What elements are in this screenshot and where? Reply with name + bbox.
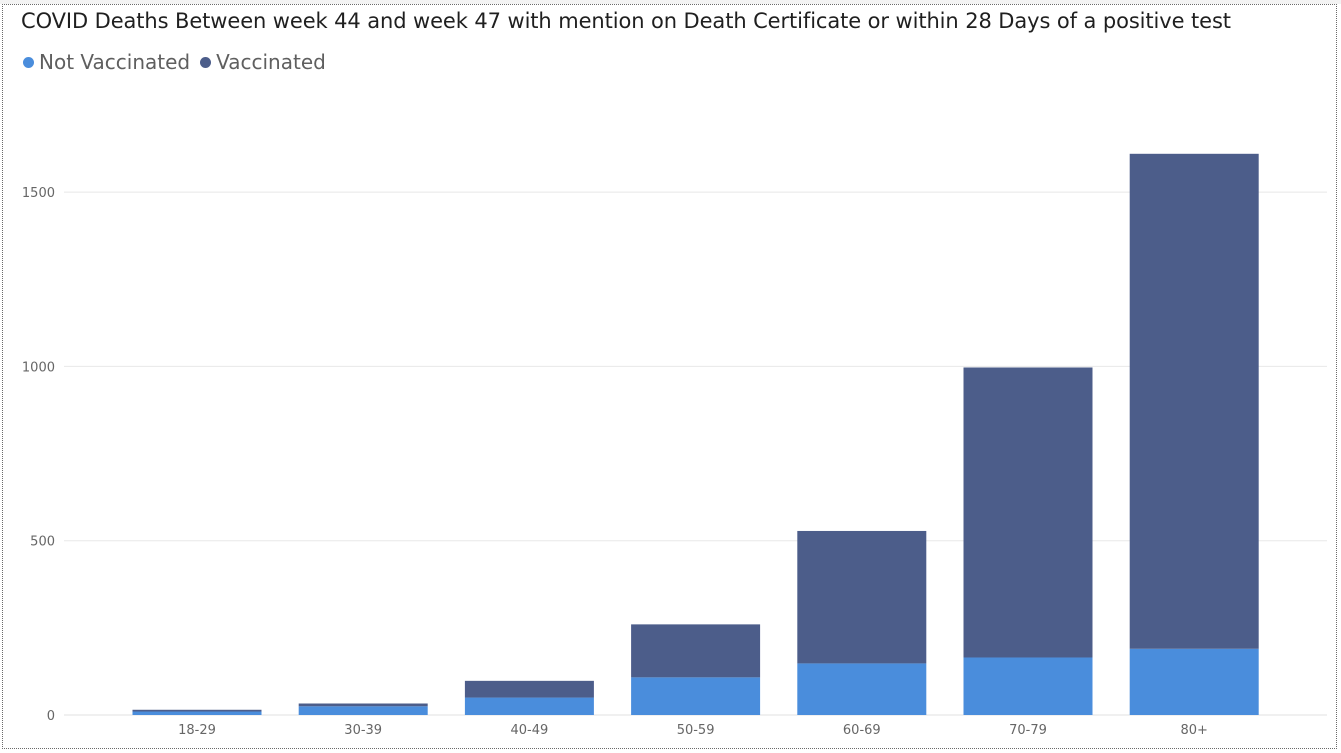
bar-not-vaccinated-50-59[interactable] xyxy=(631,677,761,715)
top-strip xyxy=(0,0,1341,4)
bar-not-vaccinated-18-29[interactable] xyxy=(132,711,262,715)
legend-item-vaccinated[interactable]: Vaccinated xyxy=(200,50,326,74)
legend-marker-vaccinated xyxy=(200,56,212,68)
legend-label-not-vaccinated: Not Vaccinated xyxy=(39,50,191,74)
bar-not-vaccinated-70-79[interactable] xyxy=(963,657,1093,715)
y-tick-label-0: 0 xyxy=(47,709,55,724)
bar-vaccinated-30-39[interactable] xyxy=(298,703,428,707)
x-tick-label-50-59: 50-59 xyxy=(677,723,715,738)
bar-vaccinated-80+[interactable] xyxy=(1129,153,1259,649)
bar-not-vaccinated-30-39[interactable] xyxy=(298,706,428,715)
x-tick-label-30-39: 30-39 xyxy=(344,723,382,738)
legend: Not Vaccinated Vaccinated xyxy=(23,50,336,74)
x-tick-label-60-69: 60-69 xyxy=(843,723,881,738)
x-tick-label-80+: 80+ xyxy=(1180,723,1207,738)
bar-not-vaccinated-60-69[interactable] xyxy=(797,663,927,715)
y-tick-label-500: 500 xyxy=(30,535,55,550)
bar-not-vaccinated-40-49[interactable] xyxy=(464,697,594,715)
legend-item-not-vaccinated[interactable]: Not Vaccinated xyxy=(23,50,190,74)
x-tick-label-18-29: 18-29 xyxy=(178,723,216,738)
bar-vaccinated-50-59[interactable] xyxy=(631,624,761,678)
bar-not-vaccinated-80+[interactable] xyxy=(1129,648,1259,715)
y-tick-label-1000: 1000 xyxy=(22,360,55,375)
chart-title: COVID Deaths Between week 44 and week 47… xyxy=(21,9,1231,33)
y-tick-label-1500: 1500 xyxy=(22,186,55,201)
bar-vaccinated-40-49[interactable] xyxy=(464,680,594,698)
x-tick-label-70-79: 70-79 xyxy=(1009,723,1047,738)
bar-vaccinated-60-69[interactable] xyxy=(797,530,927,664)
x-tick-label-40-49: 40-49 xyxy=(511,723,549,738)
visual-frame xyxy=(2,4,1337,749)
bar-vaccinated-18-29[interactable] xyxy=(132,709,262,712)
bar-vaccinated-70-79[interactable] xyxy=(963,367,1093,658)
legend-marker-not-vaccinated xyxy=(23,56,34,68)
legend-label-vaccinated: Vaccinated xyxy=(216,50,326,74)
